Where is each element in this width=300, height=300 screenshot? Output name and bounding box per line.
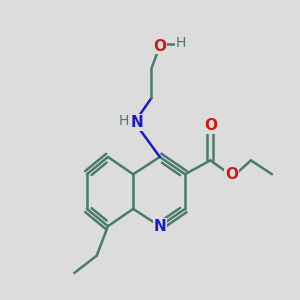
Text: H: H <box>119 114 129 128</box>
Text: N: N <box>131 115 144 130</box>
Text: H: H <box>176 36 186 50</box>
Text: O: O <box>153 39 166 54</box>
Text: O: O <box>204 118 217 133</box>
Text: N: N <box>153 219 166 234</box>
Text: O: O <box>225 167 238 182</box>
